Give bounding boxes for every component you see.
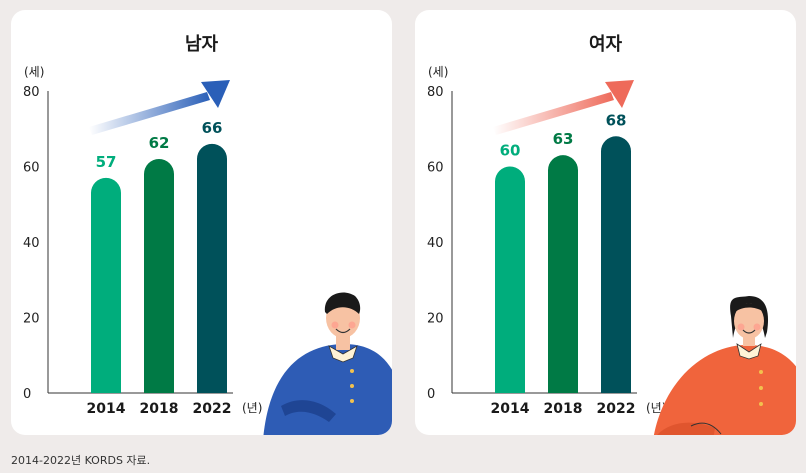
female-ytick-label: 80	[427, 85, 444, 100]
source-note: 2014-2022년 KORDS 자료.	[11, 454, 151, 467]
male-ytick-label: 80	[23, 85, 40, 100]
female-bar-2018	[548, 155, 578, 393]
male-category-label: 2014	[87, 401, 126, 417]
male-value-label: 57	[96, 153, 117, 171]
male-y-unit-label: (세)	[24, 65, 44, 79]
female-value-label: 60	[500, 142, 521, 160]
female-ytick-label: 40	[427, 236, 444, 251]
male-chart-title: 남자	[184, 34, 219, 55]
woman-avatar-icon	[654, 296, 796, 435]
female-chart-title: 여자	[588, 34, 623, 55]
male-ytick-label: 0	[23, 387, 31, 402]
female-value-label: 63	[553, 130, 574, 148]
female-ytick-label: 60	[427, 161, 444, 176]
female-y-unit-label: (세)	[428, 65, 448, 79]
male-value-label: 62	[149, 134, 170, 152]
male-category-label: 2018	[140, 401, 179, 417]
male-value-label: 66	[202, 119, 223, 137]
male-ytick-label: 60	[23, 161, 40, 176]
male-chart: (세) 0 20 40 60 80 57 2014 62 2018 66 2022 (년)	[23, 65, 392, 435]
female-bar-2014	[495, 166, 525, 393]
female-ytick-label: 0	[427, 387, 435, 402]
male-bar-2014	[91, 177, 121, 393]
male-bar-2018	[144, 158, 174, 393]
female-category-label: 2022	[597, 401, 636, 417]
female-category-label: 2018	[544, 401, 583, 417]
male-chart-panel: 남자 (세) 0 20 40 60 80 57 2014 62 2018 66 2022 (년)	[11, 10, 392, 435]
female-trend-arrow-icon	[493, 80, 634, 135]
man-avatar-icon	[263, 292, 392, 435]
male-category-label: 2022	[193, 401, 232, 417]
male-bar-2022	[197, 143, 227, 393]
female-category-label: 2014	[491, 401, 530, 417]
male-trend-arrow-icon	[89, 80, 230, 135]
male-ytick-label: 40	[23, 236, 40, 251]
male-x-unit-label: (년)	[242, 401, 262, 415]
female-chart-panel: 여자 (세) 0 20 40 60 80 60 2014 63 2018 68 2022 (년)	[415, 10, 796, 435]
female-bar-2022	[601, 136, 631, 393]
female-ytick-label: 20	[427, 312, 444, 327]
male-ytick-label: 20	[23, 312, 40, 327]
female-value-label: 68	[606, 111, 627, 129]
